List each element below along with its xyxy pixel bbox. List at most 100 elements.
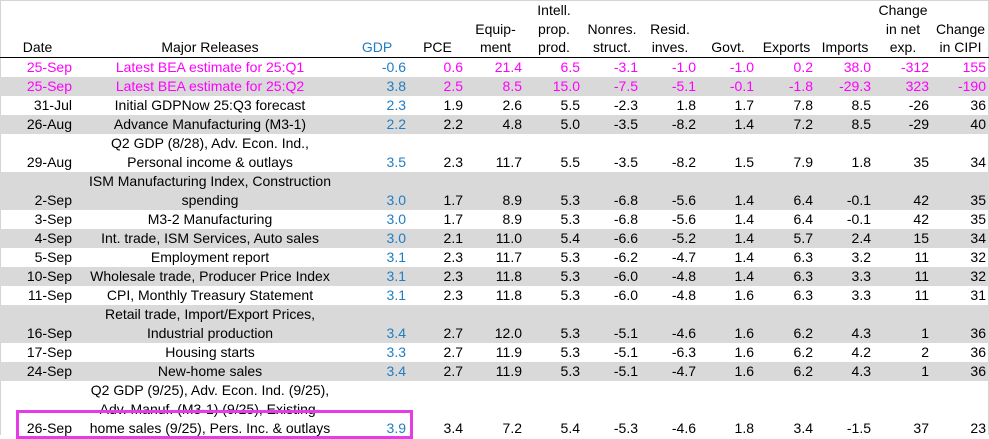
header-line: struct.	[592, 39, 632, 56]
table-row: 25-Sep Latest BEA estimate for 25:Q1 -0.6 0…	[0, 58, 989, 78]
date-cell: 24-Sep	[0, 362, 75, 382]
header-row: Date Major Releases GDP PCE Equip-ment Intell…	[0, 1, 989, 59]
table-row: 11-Sep CPI, Monthly Treasury Statement 3.1…	[0, 286, 989, 305]
release-line: Latest BEA estimate for 25:Q1	[115, 59, 305, 76]
header-imports: Imports	[816, 1, 874, 59]
release-cell: New-home sales	[75, 362, 345, 382]
header-line: Equip-	[475, 20, 516, 37]
value-gdp: 3.0	[386, 211, 406, 228]
value-equipment: 8.9	[502, 211, 522, 228]
value-change-cipi: 36	[932, 305, 989, 344]
value-govt: 1.7	[734, 97, 754, 114]
release-line: Q2 GDP (8/28), Adv. Econ. Ind.,	[111, 135, 309, 152]
value-govt: 1.4	[734, 211, 754, 228]
value-imports: 3.3	[851, 287, 871, 304]
value-resid-inves: -4.6	[671, 420, 696, 437]
header-line: PCE	[423, 39, 452, 56]
header-line: Resid.	[650, 20, 690, 37]
value-change-net-exp: 37	[913, 420, 929, 437]
value-govt: 1.8	[734, 420, 754, 437]
value-gdp: 2.2	[345, 115, 409, 135]
value-resid-inves: -4.8	[641, 267, 699, 287]
table-row: 10-Sep Wholesale trade, Producer Price In…	[0, 267, 989, 287]
value-pce: 3.4	[443, 420, 463, 437]
value-gdp: -0.6	[381, 59, 406, 76]
value-imports: 8.5	[816, 115, 874, 135]
release-cell: Employment report	[75, 248, 345, 267]
release-line: spending	[181, 192, 239, 209]
value-equipment: 11.8	[466, 267, 525, 287]
date-cell: 25-Sep	[26, 59, 72, 76]
table-row: 25-Sep Latest BEA estimate for 25:Q2 3.8 2.…	[0, 77, 989, 97]
value-exports: 0.2	[793, 59, 813, 76]
value-govt: 1.6	[699, 305, 757, 344]
value-intell-prop-prod: 5.3	[525, 172, 583, 211]
date-cell: 10-Sep	[0, 267, 75, 287]
value-change-cipi: 35	[970, 211, 986, 228]
value-equipment: 7.2	[502, 420, 522, 437]
release-line: home sales (9/25), Pers. Inc. & outlays	[89, 420, 331, 437]
value-govt: 1.6	[734, 344, 754, 361]
date-cell: 17-Sep	[26, 344, 72, 361]
value-intell-prop-prod: 5.3	[560, 211, 580, 228]
value-nonres-struct: -3.5	[613, 154, 638, 171]
value-pce: 2.3	[443, 154, 463, 171]
value-resid-inves: -5.1	[641, 77, 699, 97]
value-nonres-struct: -6.0	[583, 267, 641, 287]
value-pce: 2.3	[443, 249, 463, 266]
table-row: 5-Sep Employment report 3.1 2.3 11.7 5.3 -6.2 -…	[0, 248, 989, 267]
release-line: Retail trade, Import/Export Prices,	[104, 306, 316, 323]
value-exports: 6.2	[757, 305, 816, 344]
value-resid-inves: -4.8	[671, 287, 696, 304]
value-nonres-struct: -5.3	[613, 420, 638, 437]
value-nonres-struct: -5.1	[583, 305, 641, 344]
release-line: Employment report	[150, 249, 270, 266]
value-change-net-exp: 42	[874, 172, 932, 211]
value-exports: 7.9	[793, 154, 813, 171]
value-resid-inves: -4.7	[671, 249, 696, 266]
value-nonres-struct: -6.8	[613, 211, 638, 228]
release-cell: ISM Manufacturing Index, Construction spe…	[75, 172, 345, 211]
value-pce: 2.7	[409, 305, 466, 344]
value-change-net-exp: 35	[913, 154, 929, 171]
value-pce: 1.7	[443, 211, 463, 228]
value-change-cipi: 34	[970, 154, 986, 171]
value-imports: 3.3	[816, 267, 874, 287]
release-line: Wholesale trade, Producer Price Index	[90, 268, 330, 285]
value-change-net-exp: 323	[874, 77, 932, 97]
value-imports: -0.1	[816, 172, 874, 211]
header-line: Change	[935, 20, 986, 37]
value-pce: 2.5	[409, 77, 466, 97]
table-row: 29-Aug Q2 GDP (8/28), Adv. Econ. Ind., Per…	[0, 134, 989, 172]
value-exports: 7.2	[757, 115, 816, 135]
value-nonres-struct: -6.2	[613, 249, 638, 266]
value-change-cipi: 40	[932, 115, 989, 135]
value-change-net-exp: 1	[874, 362, 932, 382]
value-resid-inves: 1.8	[676, 97, 696, 114]
value-govt: -0.1	[699, 77, 757, 97]
header-major-releases: Major Releases	[75, 1, 345, 59]
header-line: Exports	[762, 39, 811, 56]
value-resid-inves: -4.6	[641, 305, 699, 344]
date-cell: 29-Aug	[26, 154, 72, 171]
value-nonres-struct: -3.1	[613, 59, 638, 76]
release-cell: Int. trade, ISM Services, Auto sales	[75, 229, 345, 249]
table-row: 2-Sep ISM Manufacturing Index, Constructi…	[0, 172, 989, 211]
value-resid-inves: -5.6	[671, 211, 696, 228]
value-pce: 2.7	[443, 344, 463, 361]
value-resid-inves: -5.2	[641, 229, 699, 249]
value-equipment: 11.8	[495, 287, 522, 304]
header-change-cipi: Change in CIPI	[932, 1, 989, 59]
release-line: Adv. Manuf. (M3-1) (9/25), Existing-	[99, 401, 321, 418]
release-cell: CPI, Monthly Treasury Statement	[75, 286, 345, 305]
value-change-net-exp: -26	[908, 97, 929, 114]
value-change-net-exp: 15	[874, 229, 932, 249]
release-line: Latest BEA estimate for 25:Q2	[115, 78, 305, 95]
value-equipment: 11.7	[495, 249, 522, 266]
value-equipment: 11.7	[495, 154, 522, 171]
value-govt: 1.4	[734, 249, 754, 266]
value-equipment: 8.5	[466, 77, 525, 97]
value-intell-prop-prod: 5.5	[560, 154, 580, 171]
table-row: 26-Aug Advance Manufacturing (M3-1) 2.2 2.2…	[0, 115, 989, 135]
